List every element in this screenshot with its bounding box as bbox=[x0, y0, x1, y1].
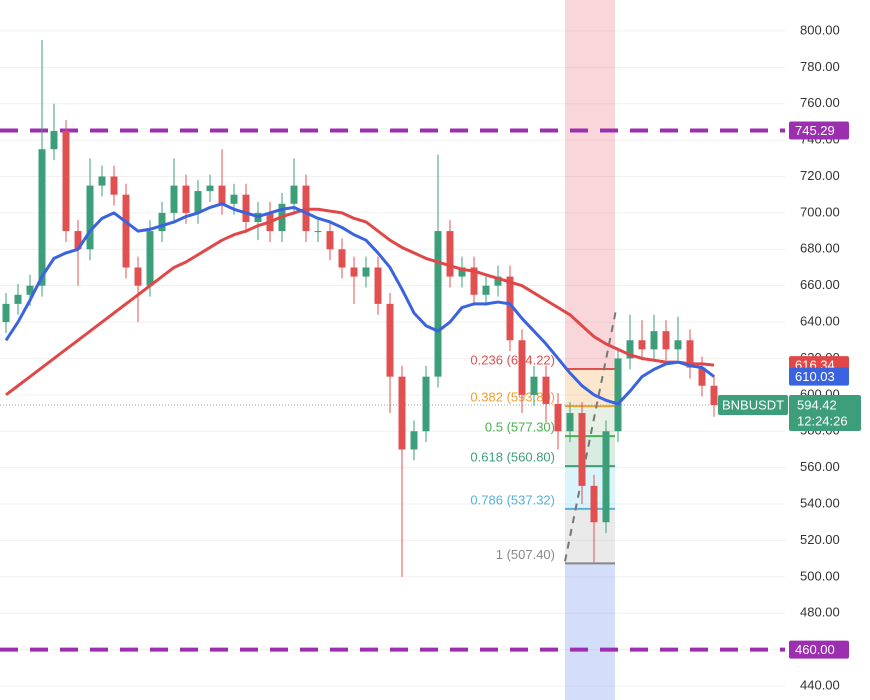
candle-body bbox=[218, 185, 226, 204]
candle-body bbox=[518, 340, 526, 395]
candle-body bbox=[698, 367, 706, 386]
ma-badge-text: 610.03 bbox=[795, 369, 835, 384]
moving-average bbox=[5, 207, 715, 397]
candle-body bbox=[170, 185, 178, 213]
candle-body bbox=[326, 231, 334, 250]
candle-body bbox=[350, 267, 358, 277]
y-tick-label: 800.00 bbox=[800, 22, 840, 37]
candle-body bbox=[14, 294, 22, 304]
candle-body bbox=[434, 231, 442, 377]
fib-label: 1 (507.40) bbox=[496, 547, 555, 562]
candle-body bbox=[242, 194, 250, 222]
candle-body bbox=[458, 267, 466, 277]
candle-body bbox=[110, 176, 118, 195]
candle-body bbox=[566, 413, 574, 432]
countdown: 12:24:26 bbox=[797, 413, 848, 428]
candle-body bbox=[626, 340, 634, 359]
candle-body bbox=[206, 185, 214, 192]
fib-label: 0.236 (614.22) bbox=[470, 352, 555, 367]
candle-body bbox=[122, 194, 130, 268]
fib-label: 0.786 (537.32) bbox=[470, 492, 555, 507]
candle-body bbox=[710, 385, 718, 406]
risk-band bbox=[565, 0, 615, 369]
candle-body bbox=[362, 267, 370, 277]
candle-body bbox=[554, 403, 562, 432]
candle-body bbox=[290, 185, 298, 204]
symbol-badge bbox=[718, 395, 788, 416]
ma-badge bbox=[789, 367, 849, 386]
candle-body bbox=[182, 185, 190, 213]
candle-body bbox=[26, 285, 34, 295]
y-tick-label: 660.00 bbox=[800, 277, 840, 292]
candle-body bbox=[494, 276, 502, 286]
candle-body bbox=[338, 249, 346, 268]
price-axis bbox=[785, 0, 870, 700]
y-tick-label: 780.00 bbox=[800, 59, 840, 74]
candle-body bbox=[410, 431, 418, 450]
fib-label: 0.5 (577.30) bbox=[485, 420, 555, 435]
candle-body bbox=[194, 191, 202, 213]
y-tick-label: 520.00 bbox=[800, 532, 840, 547]
candle-body bbox=[2, 303, 10, 323]
fib-label: 0.618 (560.80) bbox=[470, 450, 555, 465]
y-tick-label: 700.00 bbox=[800, 204, 840, 219]
candle-body bbox=[530, 376, 538, 395]
trend-line bbox=[564, 309, 617, 562]
y-tick-label: 680.00 bbox=[800, 241, 840, 256]
y-tick-label: 540.00 bbox=[800, 495, 840, 510]
y-tick-label: 560.00 bbox=[800, 459, 840, 474]
candle-body bbox=[314, 231, 322, 233]
candle-body bbox=[470, 267, 478, 295]
fib-label: 0.382 (593.80) bbox=[470, 390, 555, 405]
level-badge-text: 745.29 bbox=[795, 123, 835, 138]
candle-body bbox=[674, 340, 682, 350]
y-tick-label: 720.00 bbox=[800, 168, 840, 183]
candle-body bbox=[602, 431, 610, 523]
candle-body bbox=[62, 131, 70, 232]
candle-body bbox=[614, 358, 622, 432]
candle-body bbox=[578, 413, 586, 486]
level-badge bbox=[789, 121, 849, 140]
candle-body bbox=[98, 176, 106, 186]
last-price-badge bbox=[789, 395, 861, 432]
candle-body bbox=[482, 285, 490, 295]
candle-body bbox=[134, 267, 142, 286]
candle-body bbox=[86, 185, 94, 250]
candle-body bbox=[374, 267, 382, 304]
candle-body bbox=[74, 231, 82, 250]
candle-body bbox=[230, 194, 238, 204]
candle-body bbox=[398, 376, 406, 450]
candle-body bbox=[506, 276, 514, 341]
candle-body bbox=[590, 485, 598, 523]
candle-body bbox=[542, 376, 550, 404]
candle-body bbox=[638, 340, 646, 350]
candle-body bbox=[158, 212, 166, 232]
y-tick-label: 480.00 bbox=[800, 605, 840, 620]
y-tick-label: 760.00 bbox=[800, 95, 840, 110]
y-tick-label: 500.00 bbox=[800, 568, 840, 583]
candle-body bbox=[446, 231, 454, 277]
target-band bbox=[565, 563, 615, 700]
last-price: 594.42 bbox=[797, 397, 837, 412]
candle-body bbox=[422, 376, 430, 432]
y-tick-label: 640.00 bbox=[800, 314, 840, 329]
moving-average bbox=[4, 202, 715, 406]
symbol: BNBUSDT bbox=[722, 397, 784, 412]
candle-body bbox=[662, 331, 670, 350]
level-badge-text: 460.00 bbox=[795, 642, 835, 657]
level-badge bbox=[789, 640, 849, 659]
candle-body bbox=[650, 331, 658, 350]
candle-body bbox=[146, 231, 154, 286]
y-tick-label: 440.00 bbox=[800, 677, 840, 692]
candle-body bbox=[50, 131, 58, 150]
candle-body bbox=[38, 149, 46, 286]
candle-body bbox=[686, 340, 694, 368]
candle-body bbox=[386, 303, 394, 377]
